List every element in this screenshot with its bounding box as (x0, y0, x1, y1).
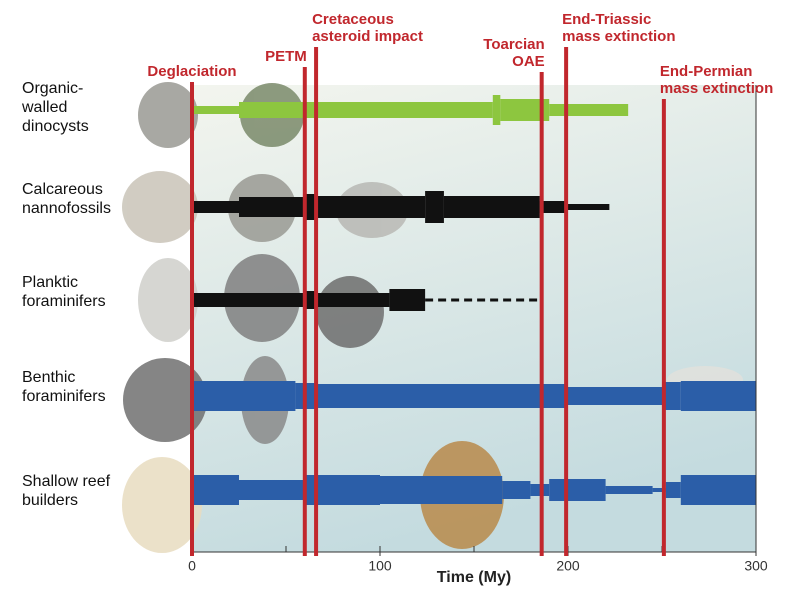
spindle-segment (192, 106, 239, 114)
x-axis-label: Time (My) (437, 569, 511, 586)
event-label: mass extinction (660, 80, 773, 97)
spindle-segment (662, 382, 681, 410)
spindle-segment (239, 197, 305, 217)
group-label: Planktic (22, 274, 78, 291)
event-label: Cretaceous (312, 11, 394, 28)
spindle-segment (549, 479, 606, 501)
spindle-segment (192, 475, 239, 505)
x-tick-label: 0 (188, 558, 196, 574)
spindle-segment (549, 104, 629, 116)
fossil (122, 171, 198, 243)
spindle-segment (665, 482, 681, 498)
spindle-segment (389, 289, 426, 311)
spindle-segment (492, 95, 501, 125)
spindle-segment (605, 486, 653, 494)
fossil (138, 82, 198, 148)
event-label: mass extinction (562, 28, 675, 45)
event-label: Toarcian (483, 36, 544, 53)
spindle-segment (539, 201, 568, 213)
group-label: builders (22, 492, 78, 509)
group-label: dinocysts (22, 118, 89, 135)
spindle-segment (500, 99, 550, 121)
spindle-segment (316, 384, 568, 408)
group-label: Organic- (22, 80, 83, 97)
fossil (122, 457, 202, 553)
event-label: OAE (512, 53, 545, 70)
event-label: Deglaciation (147, 63, 236, 80)
event-label: End-Triassic (562, 11, 651, 28)
spindle-segment (239, 480, 305, 500)
x-tick-label: 300 (744, 558, 768, 574)
fossil (138, 258, 198, 342)
group-label: foraminifers (22, 388, 106, 405)
spindle-segment (304, 194, 317, 220)
x-tick-label: 200 (556, 558, 580, 574)
spindle-segment (652, 488, 666, 492)
spindle-segment (316, 293, 390, 307)
event-label: End-Permian (660, 63, 753, 80)
group-label: Calcareous (22, 181, 103, 198)
event-label: asteroid impact (312, 28, 423, 45)
group-label: Benthic (22, 369, 75, 386)
spindle-segment (425, 191, 444, 223)
fossil (123, 358, 207, 442)
spindle-segment (568, 387, 662, 405)
spindle-segment (239, 102, 493, 118)
fossil (316, 276, 384, 348)
spindle-segment (304, 291, 317, 309)
group-label: walled (21, 99, 67, 116)
spindle-segment (502, 481, 531, 499)
spindle-segment (680, 475, 756, 505)
fossil-images (122, 82, 743, 553)
spindle-segment (380, 476, 503, 504)
x-tick-label: 100 (368, 558, 392, 574)
group-label: nannofossils (22, 200, 111, 217)
event-label: PETM (265, 48, 307, 65)
spindle-segment (568, 204, 610, 210)
spindle-segment (192, 293, 305, 307)
spindle-segment (192, 201, 239, 213)
spindle-segment (680, 381, 756, 411)
spindle-segment (443, 196, 540, 218)
spindle-segment (192, 381, 296, 411)
group-label: Shallow reef (22, 473, 111, 490)
group-label: foraminifers (22, 293, 106, 310)
spindle-segment (316, 196, 426, 218)
